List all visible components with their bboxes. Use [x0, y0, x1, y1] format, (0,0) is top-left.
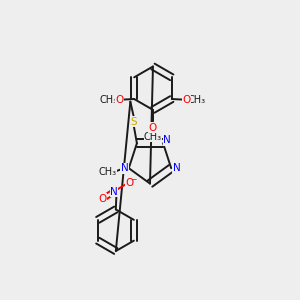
Text: CH₃: CH₃	[98, 167, 116, 177]
Text: O: O	[98, 194, 106, 204]
Text: O: O	[115, 94, 123, 105]
Text: N: N	[121, 163, 128, 173]
Text: O: O	[149, 123, 157, 133]
Text: N: N	[110, 187, 118, 196]
Text: O: O	[182, 94, 191, 105]
Text: CH₃: CH₃	[100, 95, 118, 105]
Text: S: S	[130, 117, 137, 127]
Text: N: N	[163, 135, 171, 145]
Text: −: −	[130, 175, 137, 184]
Text: N: N	[173, 163, 180, 173]
Text: O: O	[125, 178, 134, 188]
Text: CH₃: CH₃	[144, 132, 162, 142]
Text: CH₃: CH₃	[188, 95, 206, 105]
